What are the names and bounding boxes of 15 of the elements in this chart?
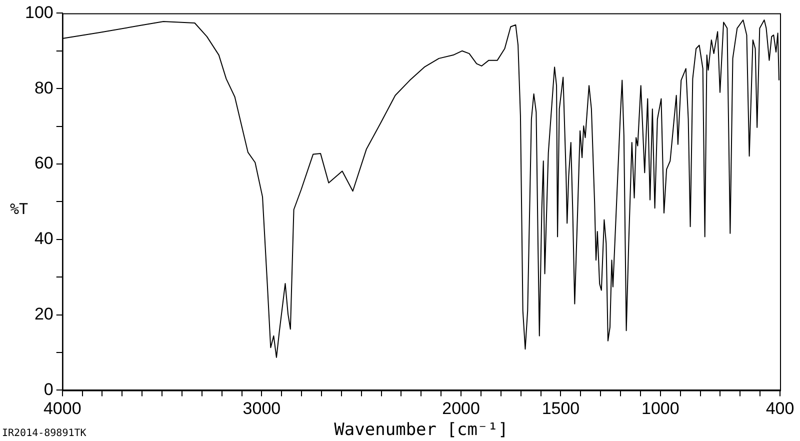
x-tick-label: 4000 [43,399,82,418]
y-tick-label: 100 [24,2,54,22]
y-axis-title: %T [10,200,28,218]
y-tick-label: 60 [34,154,54,173]
x-tick-label: 2000 [442,399,480,418]
x-tick-label: 1000 [641,399,680,418]
y-tick-label: 80 [34,78,54,98]
x-tick-label: 1500 [542,399,580,418]
x-tick-label: 400 [766,399,794,418]
x-axis-title: Wavenumber [cm⁻¹] [334,420,508,440]
y-tick-label: 20 [34,304,54,324]
y-tick-label: 0 [44,380,54,399]
text: IR2014-89891TK [2,428,86,439]
y-tick-label: 40 [34,229,54,248]
x-tick-label: 3000 [242,399,281,418]
